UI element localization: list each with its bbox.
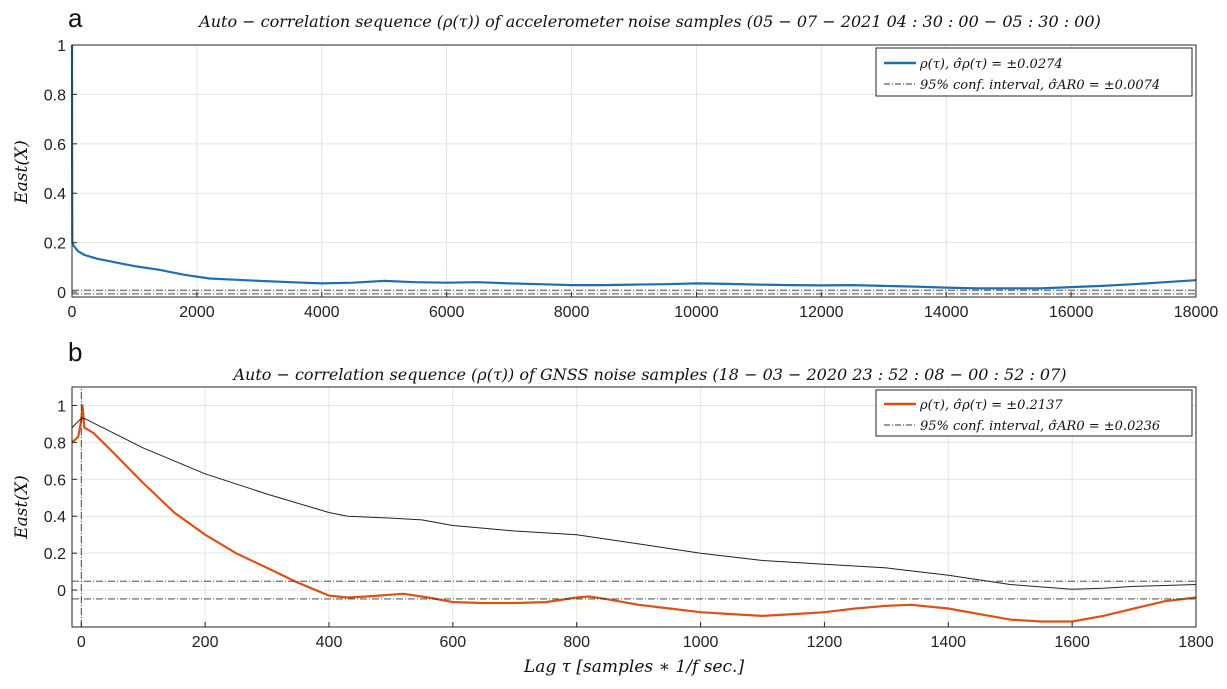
panel-a-ylabel: East(X) — [12, 140, 32, 204]
panel-b-ticks: 0 200 400 600 800 1000 1200 1400 1600 1800 0 0.2 0.4… — [44, 398, 1214, 651]
panel-b-xtick-label: 1200 — [807, 634, 843, 651]
panel-a-legend-box — [875, 47, 1193, 97]
panel-b-xtick-label: 200 — [192, 634, 219, 651]
panel-b-xtick-label: 1600 — [1054, 634, 1090, 651]
panel-a-ytick-label: 0.4 — [44, 186, 66, 203]
panel-a-xtick-label: 0 — [68, 304, 77, 321]
panel-b-title: Auto − correlation sequence (ρ(τ)) of GN… — [231, 365, 1066, 384]
panel-b-xtick-label: 800 — [563, 634, 590, 651]
panel-a-xtick-label: 14000 — [924, 304, 969, 321]
panel-a-xtick-label: 2000 — [179, 304, 215, 321]
panel-a-series — [70, 44, 1197, 295]
panel-b-ytick-label: 0.6 — [44, 472, 66, 489]
panel-a-legend-label-2: 95% conf. interval, σ̂AR0 = ±0.0074 — [920, 78, 1160, 93]
panel-b-ylabel: East(X) — [12, 475, 32, 539]
panel-a-ticks: 0 2000 4000 6000 8000 10000 12000 14000 16000 180… — [44, 38, 1219, 321]
panel-a: a Auto − correlation sequence (ρ(τ)) of … — [12, 3, 1218, 321]
panel-a-xtick-label: 4000 — [304, 304, 340, 321]
panel-a-xtick-label: 12000 — [799, 304, 844, 321]
panel-letter-b: b — [68, 337, 82, 367]
panel-a-ytick-label: 0 — [57, 285, 66, 302]
panel-a-xtick-label: 8000 — [554, 304, 590, 321]
panel-b-xtick-label: 1000 — [683, 634, 719, 651]
panel-b-xlabel: Lag τ [samples ∗ 1/f sec.] — [523, 657, 745, 677]
panel-b-legend-label-2: 95% conf. interval, σ̂AR0 = ±0.0236 — [920, 419, 1160, 434]
panel-b-legend-box — [875, 389, 1193, 437]
panel-b-series — [71, 387, 1197, 627]
panel-a-ytick-label: 0.6 — [44, 137, 66, 154]
panel-b-legend-label-1: ρ(τ), σ̂ρ(τ) = ±0.2137 — [919, 398, 1063, 413]
panel-b-series-1-line — [71, 417, 1197, 590]
panel-b-series-0-line — [71, 404, 1197, 623]
panel-b-xtick-label: 400 — [316, 634, 343, 651]
panel-b-ytick-label: 0.8 — [44, 435, 66, 452]
panel-a-ytick-label: 0.8 — [44, 87, 66, 104]
panel-a-xtick-label: 6000 — [429, 304, 465, 321]
panel-a-legend: ρ(τ), σ̂ρ(τ) = ±0.0274 95% conf. interva… — [875, 47, 1193, 97]
panel-b-ytick-label: 0.2 — [44, 546, 66, 563]
panel-b-xtick-label: 600 — [440, 634, 467, 651]
panel-b-grid — [72, 387, 1197, 627]
panel-a-ytick-label: 0.2 — [44, 236, 66, 253]
panel-a-ytick-label: 1 — [57, 38, 66, 55]
panel-b: b Auto − correlation sequence (ρ(τ)) of … — [12, 337, 1214, 677]
panel-b-xtick-label: 1400 — [930, 634, 966, 651]
panel-a-axes-frame — [71, 44, 1197, 298]
panel-a-title: Auto − correlation sequence (ρ(τ)) of ac… — [197, 12, 1101, 31]
panel-b-xtick-label: 0 — [77, 634, 86, 651]
panel-a-xtick-label: 18000 — [1174, 304, 1219, 321]
panel-a-xtick-label: 16000 — [1049, 304, 1094, 321]
panel-a-series-0-line — [70, 44, 1197, 290]
panel-a-xtick-label: 10000 — [674, 304, 719, 321]
panel-b-ytick-label: 1 — [57, 398, 66, 415]
panel-b-ytick-label: 0.4 — [44, 509, 66, 526]
panel-b-legend: ρ(τ), σ̂ρ(τ) = ±0.2137 95% conf. interva… — [875, 389, 1193, 437]
panel-a-legend-label-1: ρ(τ), σ̂ρ(τ) = ±0.0274 — [919, 57, 1063, 72]
panel-b-xtick-label: 1800 — [1178, 634, 1214, 651]
panel-b-ytick-label: 0 — [57, 583, 66, 600]
panel-b-axes-frame — [71, 386, 1197, 628]
panel-letter-a: a — [68, 3, 83, 33]
